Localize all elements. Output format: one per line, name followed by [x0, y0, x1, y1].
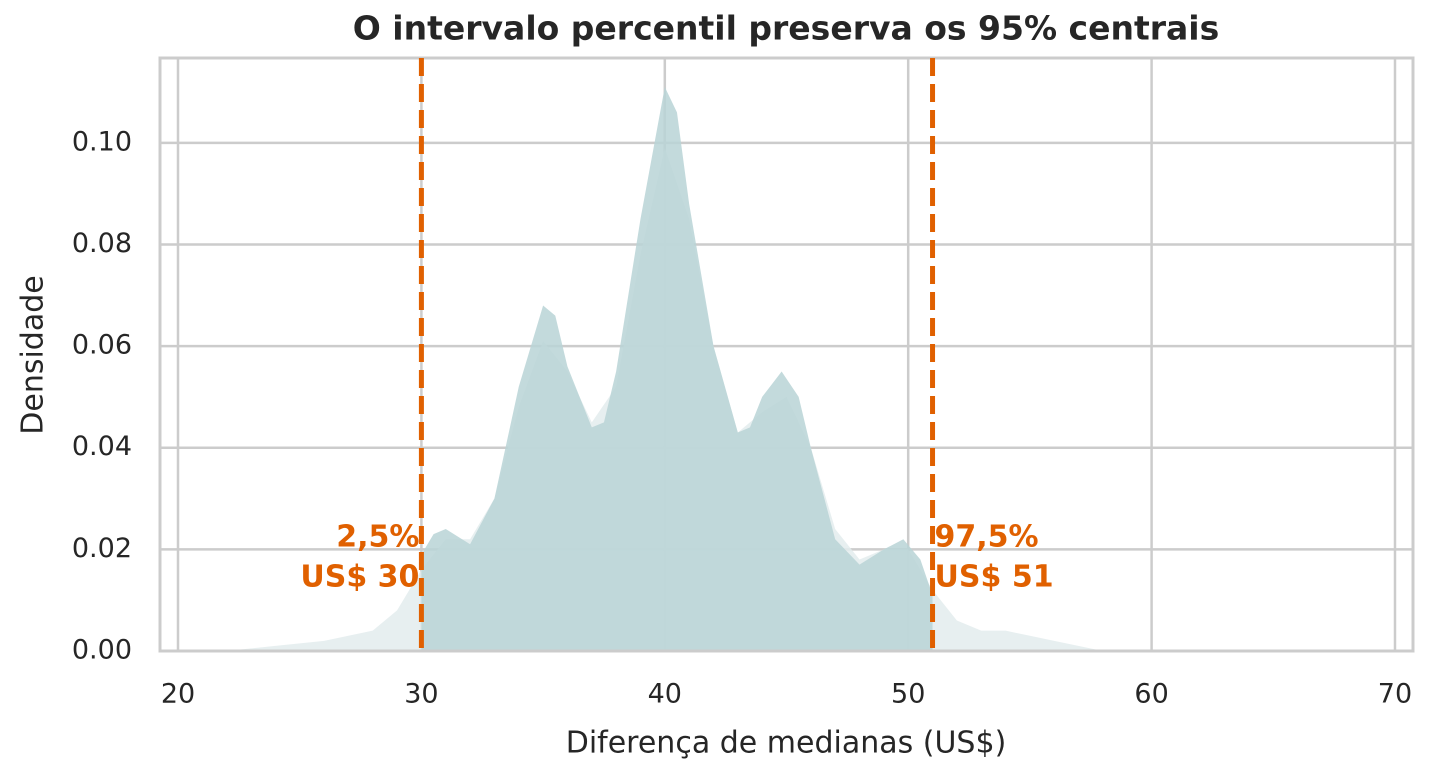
- plot-frame: [158, 56, 1415, 653]
- y-axis-label: Densidade: [16, 275, 51, 434]
- x-tick-label: 30: [404, 679, 438, 710]
- y-tick-label: 0.00: [72, 635, 132, 666]
- grid: [160, 58, 1413, 653]
- x-axis-label: Diferença de medianas (US$): [566, 726, 1007, 761]
- y-tick-label: 0.10: [72, 126, 132, 157]
- percentile-label: 2,5%: [336, 520, 419, 555]
- density-area: [421, 86, 933, 652]
- y-tick-label: 0.06: [72, 330, 132, 361]
- x-tick-label: 60: [1134, 679, 1168, 710]
- y-tick-label: 0.04: [72, 431, 132, 462]
- y-tick-label: 0.02: [72, 533, 132, 564]
- chart-title: O intervalo percentil preserva os 95% ce…: [353, 9, 1219, 48]
- percentile-label: US$ 51: [935, 560, 1054, 595]
- percentile-label: US$ 30: [300, 560, 419, 595]
- x-tick-label: 40: [648, 679, 682, 710]
- y-tick-label: 0.08: [72, 228, 132, 259]
- x-tick-label: 50: [891, 679, 925, 710]
- percentile-label: 97,5%: [935, 520, 1039, 555]
- x-tick-label: 20: [161, 679, 195, 710]
- x-tick-label: 70: [1378, 679, 1412, 710]
